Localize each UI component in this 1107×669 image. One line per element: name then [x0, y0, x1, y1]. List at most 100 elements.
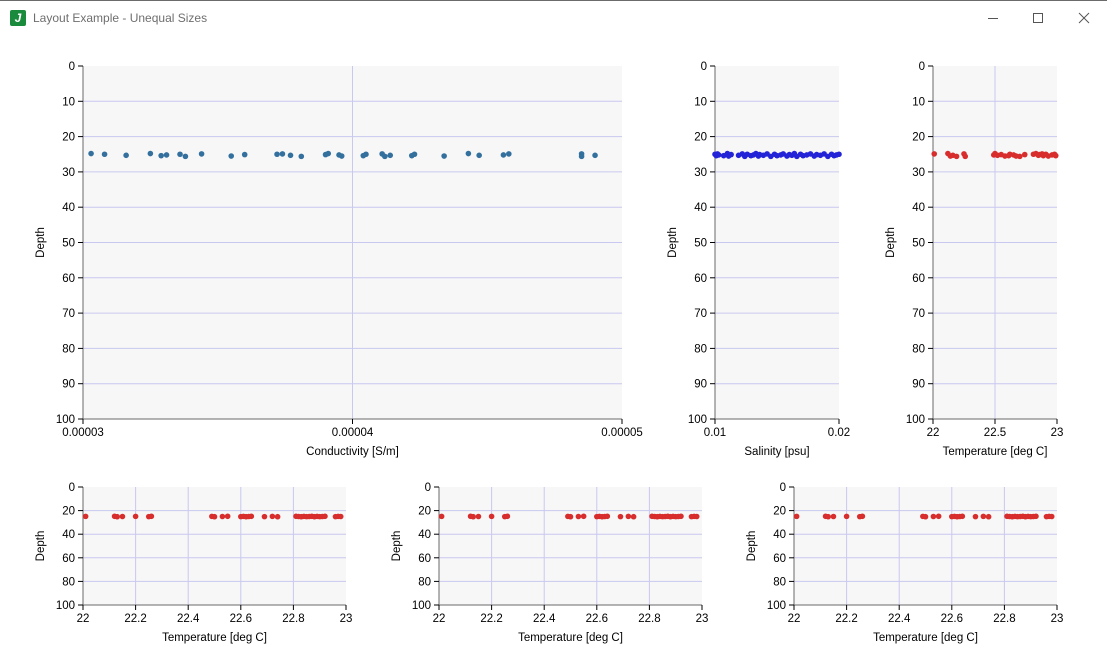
y-tick-label: 100 — [906, 414, 925, 426]
data-point — [617, 513, 624, 520]
data-point — [465, 150, 472, 157]
x-axis-label: Conductivity [S/m] — [306, 446, 399, 458]
x-tick-label: 0.00005 — [601, 427, 643, 439]
data-point — [82, 513, 89, 520]
data-point — [101, 151, 108, 158]
y-tick-label: 100 — [767, 600, 786, 612]
y-tick-label: 90 — [62, 379, 75, 391]
y-tick-label: 100 — [56, 600, 75, 612]
data-point — [148, 513, 155, 520]
y-tick-label: 40 — [694, 202, 707, 214]
data-point — [382, 153, 388, 160]
data-point — [132, 513, 139, 520]
x-axis-label: Salinity [psu] — [744, 446, 809, 458]
y-tick-label: 20 — [418, 506, 431, 518]
data-point — [500, 152, 507, 158]
data-point — [269, 513, 276, 520]
data-point — [279, 151, 286, 157]
x-tick-label: 22.2 — [835, 613, 857, 625]
data-point — [488, 513, 495, 520]
y-tick-label: 80 — [62, 343, 75, 355]
data-point — [922, 513, 929, 520]
y-tick-label: 60 — [62, 273, 75, 285]
data-point — [198, 151, 205, 157]
data-point — [338, 153, 345, 159]
data-point — [438, 513, 445, 520]
y-axis-label: Depth — [885, 227, 897, 258]
close-button[interactable] — [1061, 3, 1107, 33]
data-point — [287, 152, 294, 159]
x-tick-label: 22.4 — [177, 613, 200, 625]
data-point — [578, 153, 585, 160]
x-axis-label: Temperature [deg C] — [943, 446, 1048, 458]
data-point — [1052, 152, 1059, 159]
data-point — [693, 513, 700, 520]
x-tick-label: 22.6 — [230, 613, 252, 625]
y-tick-label: 70 — [912, 308, 925, 320]
y-tick-label: 80 — [418, 576, 431, 588]
data-point — [441, 153, 447, 159]
data-point — [211, 513, 218, 520]
y-tick-label: 20 — [773, 506, 786, 518]
data-point — [830, 513, 837, 520]
data-point — [224, 513, 231, 520]
minimize-button[interactable] — [970, 3, 1016, 33]
y-tick-label: 0 — [69, 61, 75, 73]
maximize-button[interactable] — [1015, 3, 1061, 33]
y-tick-label: 30 — [62, 167, 75, 179]
y-tick-label: 40 — [773, 529, 786, 541]
y-axis-label: Depth — [35, 531, 47, 562]
data-point — [604, 513, 611, 520]
data-point — [504, 513, 511, 520]
maximize-icon — [1033, 13, 1043, 23]
data-point — [506, 151, 512, 157]
y-tick-label: 0 — [701, 61, 707, 73]
x-tick-label: 22 — [788, 613, 801, 625]
close-icon — [1078, 12, 1090, 24]
title-bar[interactable]: J Layout Example - Unequal Sizes — [0, 2, 1107, 33]
data-point — [177, 151, 183, 158]
x-tick-label: 23 — [1051, 427, 1064, 439]
y-tick-label: 50 — [912, 238, 925, 250]
data-point — [715, 152, 722, 158]
data-point — [274, 513, 281, 520]
y-tick-label: 80 — [694, 343, 707, 355]
data-point — [930, 513, 937, 520]
y-tick-label: 90 — [694, 379, 707, 391]
data-point — [337, 513, 344, 520]
y-axis-label: Depth — [391, 531, 403, 562]
data-point — [322, 513, 328, 520]
x-tick-label: 22.8 — [993, 613, 1015, 625]
x-tick-label: 22.6 — [941, 613, 963, 625]
x-tick-label: 0.02 — [828, 427, 850, 439]
y-tick-label: 40 — [62, 529, 75, 541]
data-point — [182, 153, 189, 160]
x-tick-label: 22.8 — [282, 613, 304, 625]
data-point — [793, 513, 800, 520]
data-point — [728, 151, 734, 158]
data-point — [985, 513, 992, 520]
data-point — [363, 151, 369, 158]
y-tick-label: 90 — [912, 379, 925, 391]
data-point — [123, 152, 129, 159]
data-point — [325, 150, 332, 157]
y-tick-label: 50 — [694, 238, 707, 250]
x-tick-label: 22.2 — [124, 613, 146, 625]
data-point — [843, 513, 850, 520]
y-tick-label: 100 — [688, 414, 707, 426]
y-tick-label: 60 — [773, 553, 786, 565]
x-axis-label: Temperature [deg C] — [873, 632, 978, 644]
x-tick-label: 22.5 — [984, 427, 1006, 439]
window-title: Layout Example - Unequal Sizes — [33, 11, 208, 25]
x-tick-label: 0.01 — [704, 427, 726, 439]
y-tick-label: 80 — [62, 576, 75, 588]
minimize-icon — [988, 18, 998, 19]
x-tick-label: 22 — [433, 613, 446, 625]
y-tick-label: 10 — [62, 96, 75, 108]
x-tick-label: 22 — [77, 613, 90, 625]
y-tick-label: 60 — [418, 553, 431, 565]
data-point — [859, 513, 866, 520]
